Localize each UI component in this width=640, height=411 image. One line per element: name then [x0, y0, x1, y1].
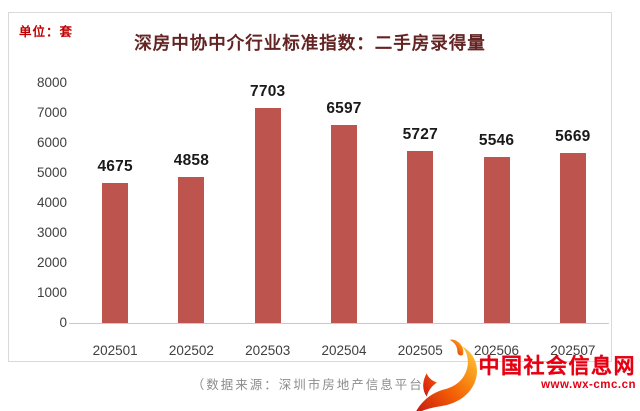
y-tick-label: 2000: [36, 255, 67, 270]
bar: [254, 108, 281, 323]
x-tick-label: 202502: [168, 343, 214, 358]
y-tick-label: 7000: [36, 105, 67, 120]
chart-panel: 单位：套 深房中协中介行业标准指数：二手房录得量 8000 7000 6000 500…: [8, 12, 612, 362]
bar-column: 6597: [306, 83, 382, 323]
bar: [102, 183, 129, 323]
y-tick-label: 6000: [36, 135, 67, 150]
bar-column: 5546: [458, 83, 534, 323]
bar-column: 7703: [230, 83, 306, 323]
x-axis: 202501 202502 202503 202504 202505 202506 2025…: [77, 343, 611, 358]
unit-label: 单位：套: [19, 25, 74, 39]
bar-value-label: 7703: [250, 83, 286, 100]
phoenix-flame-icon: [403, 338, 495, 411]
x-tick-label: 202501: [92, 343, 138, 358]
bar-value-label: 5546: [478, 132, 515, 149]
y-tick-label: 8000: [36, 75, 67, 90]
y-tick-label: 4000: [36, 195, 67, 210]
y-tick-label: 5000: [36, 165, 67, 180]
bar: [330, 125, 357, 323]
y-tick-label: 0: [59, 315, 67, 330]
x-axis-line: [69, 323, 609, 324]
bar-value-label: 6597: [326, 100, 362, 117]
bar-column: 5669: [535, 83, 611, 323]
bar-value-label: 4675: [97, 158, 133, 175]
y-axis: 8000 7000 6000 5000 4000 3000 2000 1000 0: [9, 13, 69, 361]
bar: [178, 177, 205, 323]
site-watermark: 中国社会信息网 www.wx-cmc.cn: [403, 338, 637, 411]
bar-column: 4675: [77, 83, 153, 323]
bar-column: 5727: [382, 83, 458, 323]
x-tick-label: 202507: [550, 343, 596, 358]
data-source-note: （数据来源：深圳市房地产信息平台）: [191, 378, 439, 392]
bar: [483, 157, 510, 323]
x-tick-label: 202503: [245, 343, 291, 358]
bar: [407, 151, 434, 323]
bar-value-label: 5727: [402, 126, 438, 143]
y-tick-label: 1000: [36, 285, 67, 300]
x-tick-label: 202505: [397, 343, 443, 358]
bar-value-label: 4858: [173, 152, 210, 169]
watermark-text: 中国社会信息网 www.wx-cmc.cn: [479, 338, 637, 391]
chart-title: 深房中协中介行业标准指数：二手房录得量: [134, 33, 486, 53]
site-url: www.wx-cmc.cn: [541, 379, 636, 391]
bar-value-label: 5669: [555, 128, 591, 145]
plot-area: 4675 4858 7703 6597 5727 5546 5669: [77, 83, 611, 323]
bar-column: 4858: [153, 83, 229, 323]
y-tick-label: 3000: [36, 225, 67, 240]
bar: [559, 153, 586, 323]
x-tick-label: 202506: [474, 343, 520, 358]
x-tick-label: 202504: [321, 343, 367, 358]
site-name: 中国社会信息网: [478, 355, 636, 378]
